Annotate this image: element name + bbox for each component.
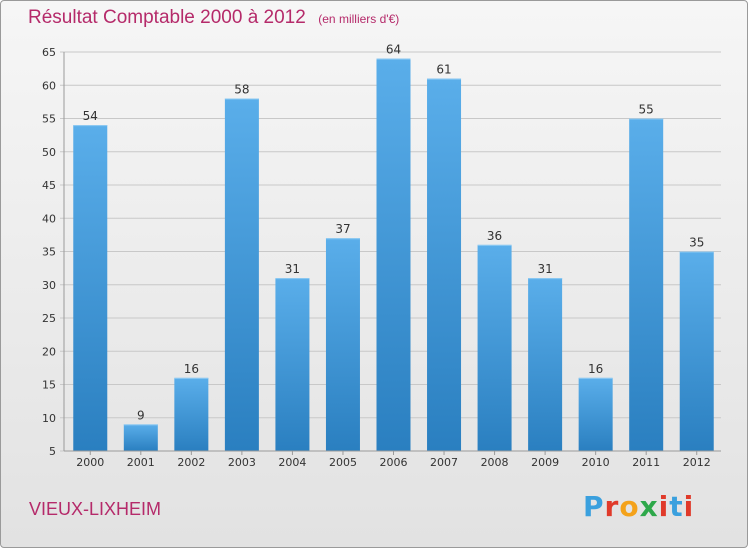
logo-letter: i (683, 490, 695, 523)
x-tick-label: 2001 (127, 456, 155, 469)
y-tick-label: 30 (42, 279, 56, 292)
x-tick-label: 2004 (278, 456, 306, 469)
logo-letter: o (619, 490, 640, 523)
bar-2012 (679, 251, 714, 451)
logo-letter: t (669, 490, 684, 523)
data-label: 54 (83, 109, 98, 123)
logo-letter: r (604, 490, 620, 523)
data-label: 64 (386, 43, 401, 57)
bar-2009 (528, 278, 563, 451)
y-tick-label: 35 (42, 246, 56, 259)
x-tick-label: 2009 (531, 456, 559, 469)
x-tick-label: 2007 (430, 456, 458, 469)
bar-2004 (275, 278, 310, 451)
y-tick-label: 60 (42, 79, 56, 92)
data-label: 35 (689, 236, 704, 250)
data-label: 58 (234, 83, 249, 97)
logo-letter: P (583, 490, 605, 523)
bar-2008 (477, 244, 512, 451)
logo-letter: i (658, 490, 670, 523)
x-tick-label: 2000 (76, 456, 104, 469)
x-tick-label: 2010 (582, 456, 610, 469)
x-tick-label: 2011 (632, 456, 660, 469)
y-tick-label: 15 (42, 379, 56, 392)
y-tick-label: 10 (42, 412, 56, 425)
y-tick-label: 55 (42, 113, 56, 126)
y-tick-label: 20 (42, 345, 56, 358)
data-label: 9 (137, 408, 145, 422)
data-label: 31 (285, 262, 300, 276)
bar-2001 (123, 424, 158, 451)
y-tick-label: 45 (42, 179, 56, 192)
y-tick-label: 50 (42, 146, 56, 159)
bar-2005 (325, 238, 360, 451)
data-label: 55 (639, 103, 654, 117)
chart-subtitle: (en milliers d'€) (318, 12, 400, 26)
x-tick-label: 2006 (380, 456, 408, 469)
data-label: 16 (588, 362, 603, 376)
x-tick-label: 2005 (329, 456, 357, 469)
chart-title: Résultat Comptable 2000 à 2012 (28, 7, 306, 28)
y-tick-label: 65 (42, 46, 56, 59)
bar-2006 (376, 58, 411, 452)
data-label: 36 (487, 229, 502, 243)
location-label: VIEUX-LIXHEIM (29, 499, 162, 519)
bar-2011 (629, 118, 664, 451)
y-tick-label: 40 (42, 212, 56, 225)
x-tick-label: 2002 (177, 456, 205, 469)
data-label: 61 (436, 63, 451, 77)
data-label: 31 (537, 262, 552, 276)
bar-2000 (73, 125, 108, 452)
proxiti-logo[interactable]: Proxiti (583, 490, 694, 523)
logo-letter: x (639, 490, 659, 523)
chart-title-block: Résultat Comptable 2000 à 2012 (en milli… (28, 7, 399, 29)
bar-2010 (578, 377, 613, 451)
x-tick-label: 2012 (683, 456, 711, 469)
bar-2003 (224, 98, 259, 452)
bar-2007 (427, 78, 462, 451)
x-tick-label: 2003 (228, 456, 256, 469)
y-tick-label: 25 (42, 312, 56, 325)
x-tick-label: 2008 (481, 456, 509, 469)
data-label: 37 (335, 222, 350, 236)
y-tick-label: 5 (49, 445, 56, 458)
data-label: 16 (184, 362, 199, 376)
bar-2002 (174, 377, 209, 451)
